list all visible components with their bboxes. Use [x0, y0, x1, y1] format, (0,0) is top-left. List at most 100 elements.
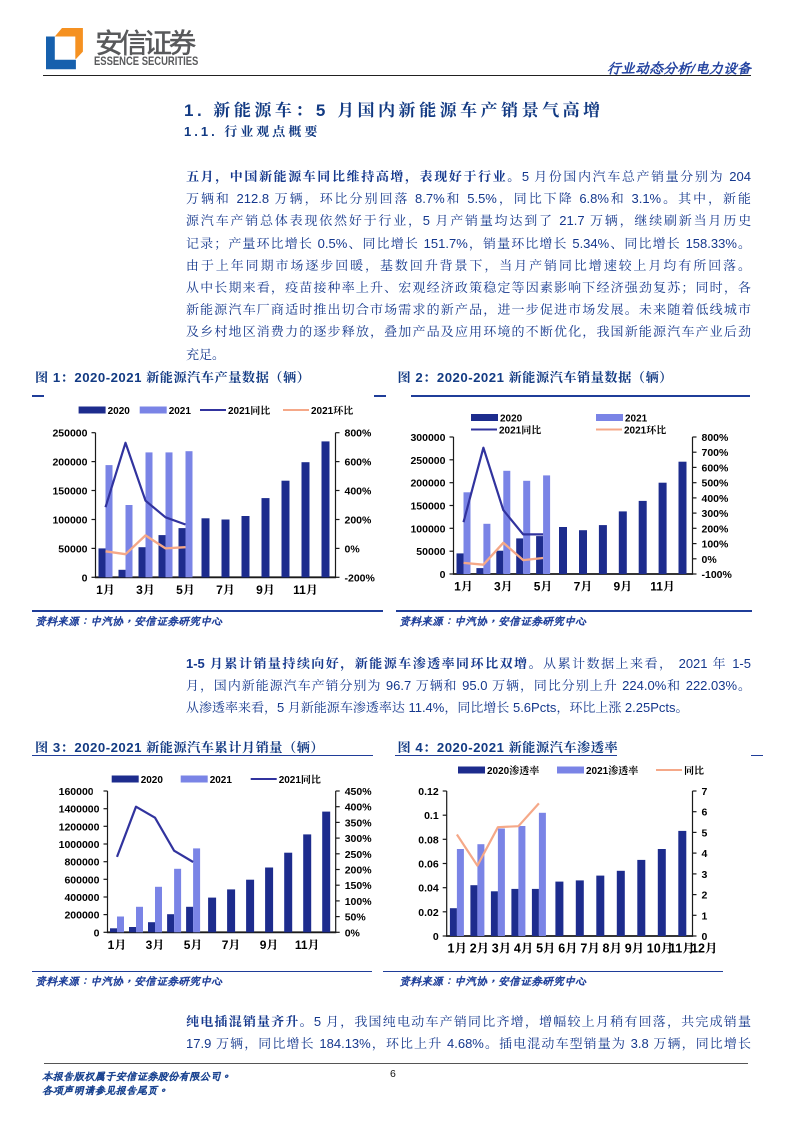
svg-text:4月: 4月	[514, 942, 533, 956]
svg-text:7: 7	[702, 786, 708, 798]
svg-text:300%: 300%	[345, 833, 373, 845]
svg-text:2020: 2020	[500, 413, 523, 424]
svg-text:同比: 同比	[684, 765, 705, 777]
svg-text:2021: 2021	[169, 406, 192, 417]
svg-text:3: 3	[702, 869, 708, 881]
svg-text:100000: 100000	[52, 515, 87, 527]
svg-text:2: 2	[702, 890, 708, 902]
svg-text:0.12: 0.12	[418, 786, 439, 798]
svg-text:7月: 7月	[216, 583, 235, 597]
svg-text:3月: 3月	[136, 583, 155, 597]
svg-text:400000: 400000	[64, 892, 99, 904]
svg-text:200000: 200000	[410, 478, 445, 490]
svg-text:50000: 50000	[58, 543, 87, 555]
svg-text:11月: 11月	[650, 580, 675, 594]
svg-text:0%: 0%	[702, 554, 718, 566]
svg-text:50000: 50000	[416, 546, 445, 558]
svg-text:1400000: 1400000	[59, 804, 100, 816]
svg-text:0: 0	[702, 931, 708, 943]
svg-text:0: 0	[440, 569, 446, 581]
svg-text:5月: 5月	[176, 583, 195, 597]
svg-text:0: 0	[82, 572, 88, 584]
svg-text:10月: 10月	[647, 942, 673, 956]
svg-text:0.06: 0.06	[418, 859, 439, 871]
svg-text:2021渗透率: 2021渗透率	[586, 765, 638, 777]
svg-text:700%: 700%	[702, 447, 730, 459]
svg-text:3月: 3月	[492, 942, 511, 956]
svg-text:2020渗透率: 2020渗透率	[487, 765, 539, 777]
svg-text:4: 4	[702, 848, 708, 860]
svg-text:3月: 3月	[146, 938, 165, 952]
svg-text:1: 1	[702, 910, 708, 922]
svg-text:350%: 350%	[345, 817, 373, 829]
svg-text:0.02: 0.02	[418, 907, 439, 919]
svg-text:2021: 2021	[625, 413, 648, 424]
svg-text:9月: 9月	[613, 580, 632, 594]
svg-text:5月: 5月	[536, 942, 555, 956]
svg-text:600%: 600%	[345, 457, 373, 469]
svg-text:50%: 50%	[345, 912, 367, 924]
svg-text:7月: 7月	[580, 942, 599, 956]
svg-text:12月: 12月	[691, 942, 717, 956]
svg-text:0.1: 0.1	[424, 810, 439, 822]
svg-text:0.08: 0.08	[418, 834, 439, 846]
svg-text:100%: 100%	[702, 539, 730, 551]
svg-text:2020: 2020	[108, 406, 131, 417]
svg-text:400%: 400%	[345, 486, 373, 498]
svg-text:1月: 1月	[108, 938, 127, 952]
svg-text:2021同比: 2021同比	[499, 424, 542, 436]
svg-text:1000000: 1000000	[59, 839, 100, 851]
svg-text:1200000: 1200000	[59, 821, 100, 833]
svg-text:11月: 11月	[295, 938, 320, 952]
svg-text:0%: 0%	[345, 543, 361, 555]
svg-text:150%: 150%	[345, 880, 373, 892]
svg-text:200%: 200%	[702, 523, 730, 535]
svg-text:250%: 250%	[345, 849, 373, 861]
svg-text:2021环比: 2021环比	[311, 405, 354, 417]
svg-text:250000: 250000	[52, 428, 87, 440]
svg-text:150000: 150000	[410, 501, 445, 513]
svg-text:-200%: -200%	[345, 572, 376, 584]
svg-text:600%: 600%	[702, 462, 730, 474]
svg-text:800%: 800%	[702, 432, 730, 444]
svg-text:500%: 500%	[702, 478, 730, 490]
svg-text:2021同比: 2021同比	[279, 774, 322, 786]
svg-text:1600000: 1600000	[59, 786, 100, 798]
svg-text:200000: 200000	[64, 910, 99, 922]
svg-text:3月: 3月	[494, 580, 513, 594]
svg-text:9月: 9月	[256, 583, 275, 597]
svg-text:100000: 100000	[410, 523, 445, 535]
svg-text:150000: 150000	[52, 486, 87, 498]
svg-text:0.04: 0.04	[418, 883, 439, 895]
svg-text:0: 0	[94, 927, 100, 939]
svg-text:1月: 1月	[454, 580, 473, 594]
svg-text:200%: 200%	[345, 515, 373, 527]
svg-text:9月: 9月	[625, 942, 644, 956]
svg-text:5: 5	[702, 827, 708, 839]
svg-text:11月: 11月	[669, 942, 695, 956]
svg-text:100%: 100%	[345, 896, 373, 908]
svg-text:2021同比: 2021同比	[228, 405, 271, 417]
svg-text:250000: 250000	[410, 455, 445, 467]
svg-text:1月: 1月	[96, 583, 115, 597]
svg-text:200%: 200%	[345, 865, 373, 877]
svg-text:300%: 300%	[702, 508, 730, 520]
svg-text:11月: 11月	[293, 583, 318, 597]
svg-text:1月: 1月	[448, 942, 467, 956]
svg-text:6: 6	[702, 807, 708, 819]
svg-text:7月: 7月	[222, 938, 241, 952]
svg-text:400%: 400%	[702, 493, 730, 505]
svg-text:800000: 800000	[64, 857, 99, 869]
svg-text:7月: 7月	[574, 580, 593, 594]
svg-text:300000: 300000	[410, 432, 445, 444]
svg-text:5月: 5月	[534, 580, 553, 594]
svg-text:5月: 5月	[184, 938, 203, 952]
svg-text:2020: 2020	[141, 775, 164, 786]
svg-text:8月: 8月	[603, 942, 622, 956]
svg-text:0: 0	[433, 931, 439, 943]
svg-text:450%: 450%	[345, 786, 373, 798]
svg-text:0%: 0%	[345, 927, 361, 939]
svg-text:800%: 800%	[345, 428, 373, 440]
svg-text:6月: 6月	[558, 942, 577, 956]
svg-text:200000: 200000	[52, 457, 87, 469]
